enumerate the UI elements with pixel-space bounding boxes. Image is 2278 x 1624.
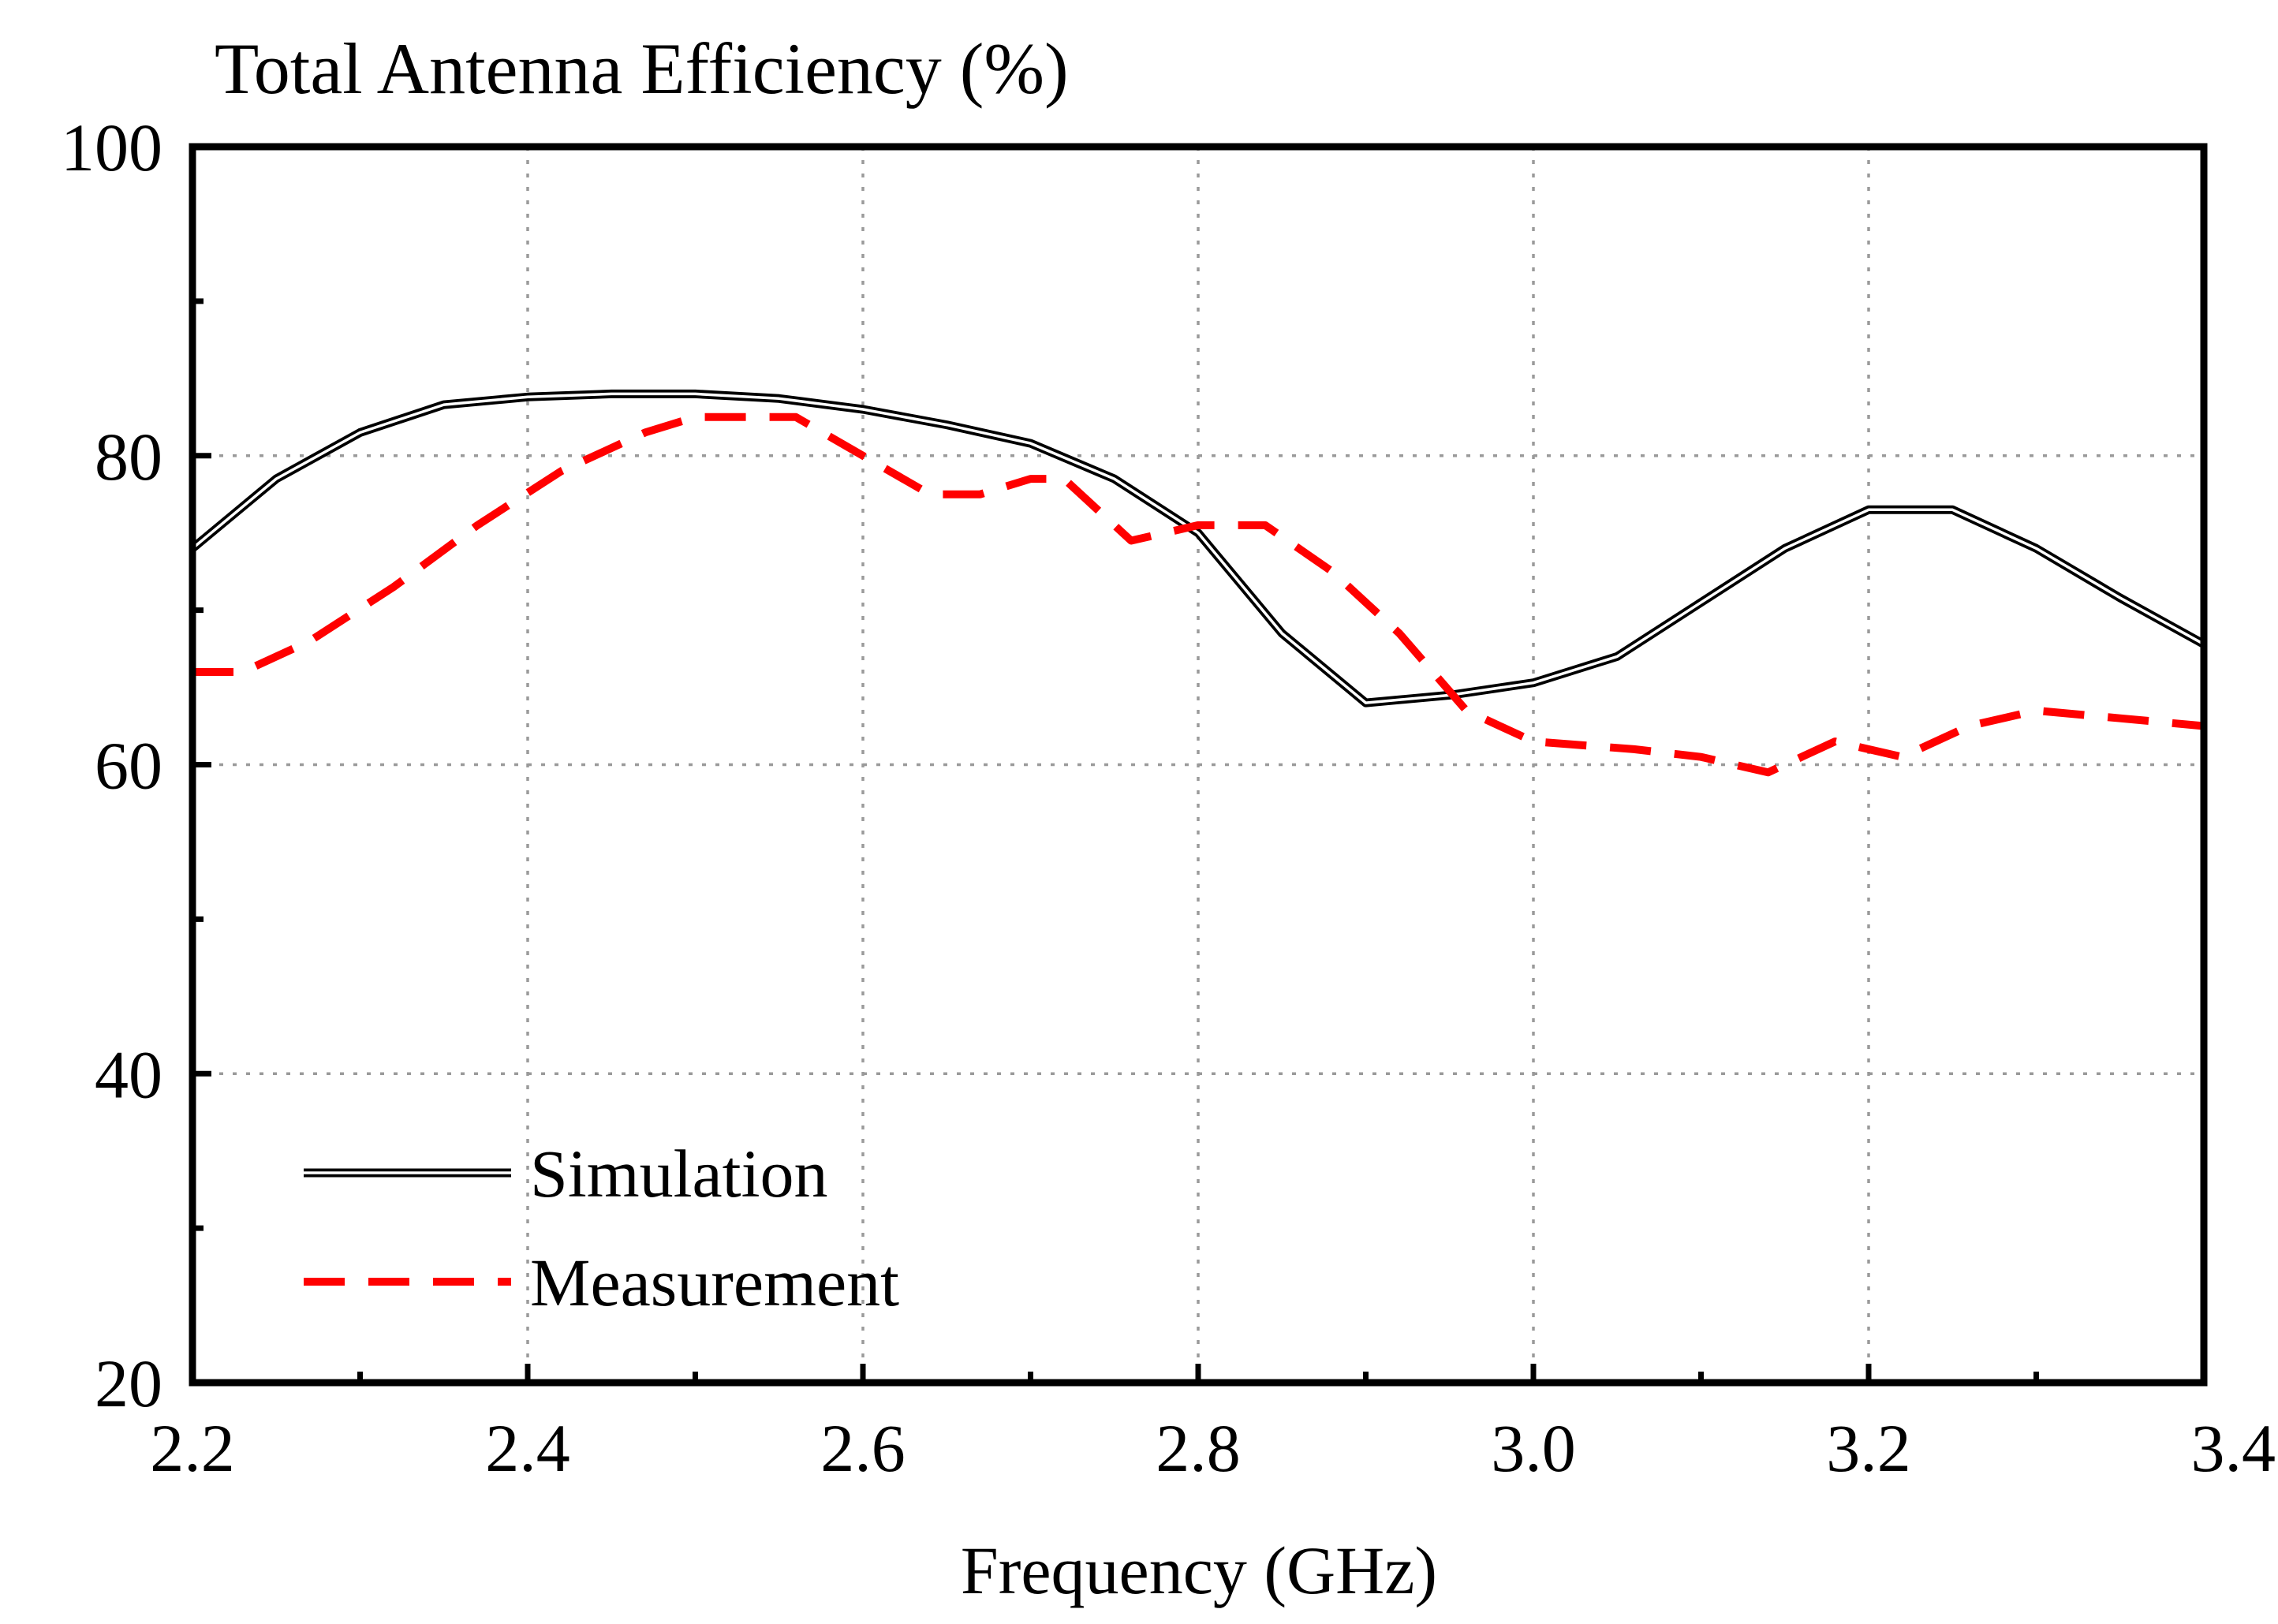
x-tick-label: 3.4	[2191, 1410, 2276, 1486]
x-tick-label: 2.4	[485, 1410, 570, 1486]
x-tick-label: 2.6	[820, 1410, 906, 1486]
x-tick-label: 2.2	[150, 1410, 235, 1486]
y-tick-label: 80	[95, 419, 162, 495]
legend: Simulation Measurement	[304, 1136, 899, 1320]
y-tick-label: 20	[95, 1346, 162, 1421]
x-axis-title: Frequency (GHz)	[961, 1533, 1437, 1608]
y-tick-label: 60	[95, 728, 162, 804]
x-tick-label: 3.0	[1491, 1410, 1576, 1486]
y-tick-label: 100	[61, 110, 162, 185]
axis-ticks	[189, 144, 2207, 1386]
chart-title: Total Antenna Efficiency (%)	[215, 28, 1069, 109]
x-tick-label: 3.2	[1826, 1410, 1911, 1486]
measurement-line	[192, 413, 2205, 777]
tick-labels: 2.2 2.4 2.6 2.8 3.0 3.2 3.4 20 40 60 80 100	[61, 110, 2276, 1486]
legend-simulation-label: Simulation	[530, 1136, 827, 1211]
grid-lines	[192, 147, 2204, 1383]
y-tick-label: 40	[95, 1036, 162, 1112]
series-layer	[189, 389, 2206, 777]
legend-measurement-label: Measurement	[530, 1245, 899, 1320]
simulation-line-inner	[191, 392, 2205, 704]
x-tick-label: 2.8	[1156, 1410, 1241, 1486]
